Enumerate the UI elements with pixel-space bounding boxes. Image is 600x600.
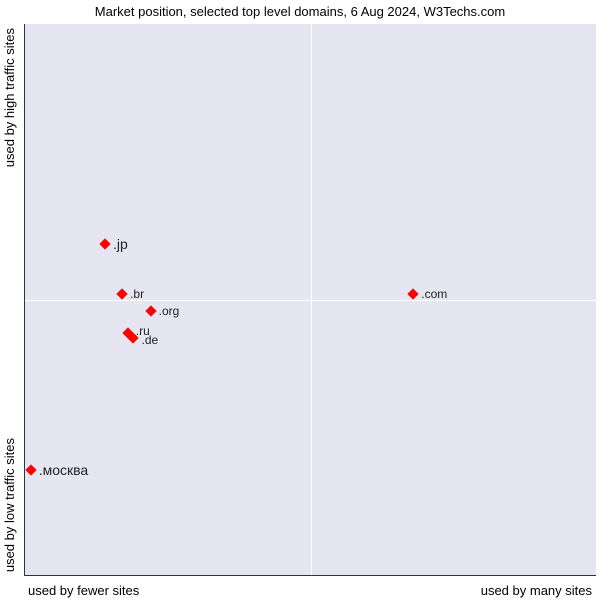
y-axis-label-lower: used by low traffic sites xyxy=(2,438,17,572)
data-point-label: .jp xyxy=(113,236,128,252)
data-point-label: .de xyxy=(141,333,158,347)
data-point-label: .br xyxy=(130,287,144,301)
data-point xyxy=(99,239,110,250)
midline-vertical xyxy=(311,24,312,575)
x-axis-label-left: used by fewer sites xyxy=(28,583,139,598)
y-axis-label-upper: used by high traffic sites xyxy=(2,28,17,167)
data-point-label: .москва xyxy=(39,462,89,478)
market-position-chart: Market position, selected top level doma… xyxy=(0,0,600,600)
data-point-label: .com xyxy=(421,287,447,301)
data-point xyxy=(145,305,156,316)
data-point-label: .org xyxy=(159,304,180,318)
x-axis-label-right: used by many sites xyxy=(481,583,592,598)
plot-area: .jp.br.org.com.ru.de.москва xyxy=(24,24,596,576)
data-point xyxy=(116,288,127,299)
chart-title: Market position, selected top level doma… xyxy=(0,4,600,19)
data-point xyxy=(408,288,419,299)
data-point xyxy=(25,465,36,476)
